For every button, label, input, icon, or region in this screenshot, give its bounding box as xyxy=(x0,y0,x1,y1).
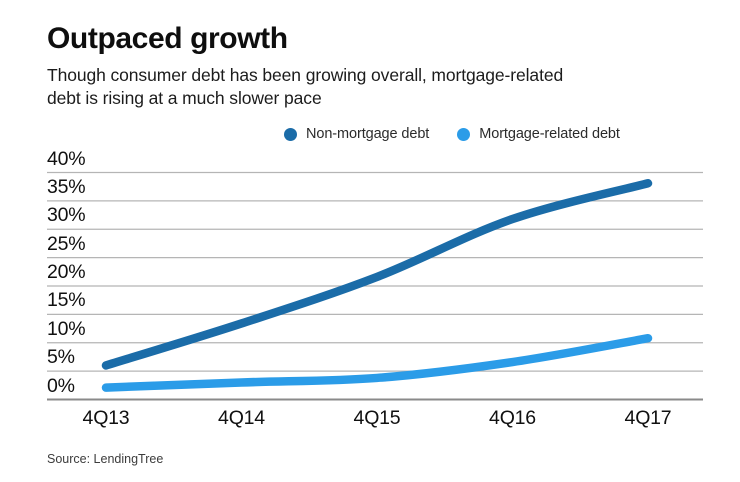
non-mortgage-series-dot-icon xyxy=(284,127,297,141)
legend-label-non-mortgage: Non-mortgage debt xyxy=(306,126,430,142)
y-axis-tick-label: 35% xyxy=(47,175,86,198)
chart-subtitle-line-1: Though consumer debt has been growing ov… xyxy=(47,65,564,85)
y-axis-tick-label: 10% xyxy=(47,317,86,340)
y-axis-tick-label: 40% xyxy=(47,147,86,170)
y-axis-tick-label: 5% xyxy=(47,346,75,369)
mortgage-series-dot-icon xyxy=(457,127,471,141)
legend-item-mortgage: Mortgage-related debt xyxy=(457,126,620,142)
chart-subtitle-line-2: debt is rising at a much slower pace xyxy=(47,88,322,109)
x-axis-tick-label: 4Q15 xyxy=(353,407,401,429)
x-axis-tick-label: 4Q16 xyxy=(489,407,536,429)
x-axis-tick-label: 4Q13 xyxy=(82,407,130,429)
x-axis-tick-label: 4Q14 xyxy=(218,407,265,429)
x-axis-tick-label: 4Q17 xyxy=(624,407,672,429)
chart-subtitle: Though consumer debt has been growing ov… xyxy=(47,64,563,110)
legend-label-mortgage: Mortgage-related debt xyxy=(479,126,620,142)
y-axis-tick-label: 30% xyxy=(47,204,86,227)
y-axis-tick-label: 20% xyxy=(47,261,86,283)
y-axis-tick-label: 0% xyxy=(47,374,75,397)
source-text: Source: LendingTree xyxy=(47,452,164,466)
y-axis-tick-label: 15% xyxy=(47,289,86,312)
chart-title: Outpaced growth xyxy=(47,22,288,55)
series-line-mortgage xyxy=(101,333,653,392)
legend: Non-mortgage debt Mortgage-related debt xyxy=(284,126,620,142)
legend-item-non-mortgage: Non-mortgage debt xyxy=(284,126,429,142)
series-line-non-mortgage xyxy=(101,179,653,370)
y-axis-tick-label: 25% xyxy=(47,232,86,255)
